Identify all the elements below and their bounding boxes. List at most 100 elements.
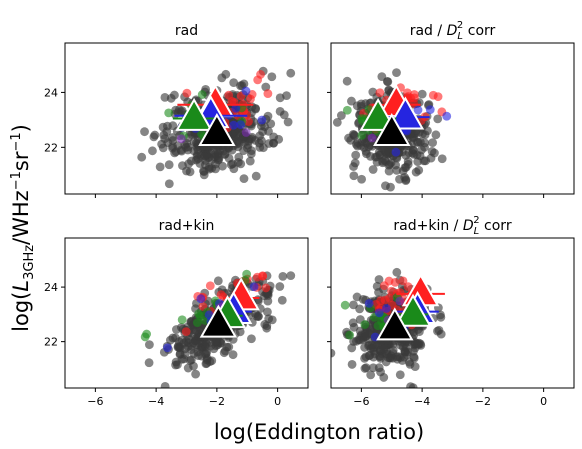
summary-triangle-black xyxy=(373,112,411,146)
scatter-point xyxy=(269,132,279,142)
scatter-point xyxy=(413,105,423,115)
scatter-point xyxy=(172,325,181,334)
scatter-point xyxy=(245,156,255,166)
scatter-point xyxy=(374,308,384,318)
scatter-point xyxy=(382,76,392,86)
scatter-point xyxy=(158,122,168,132)
scatter-point xyxy=(346,135,356,145)
scatter-point xyxy=(196,294,206,304)
scatter-point xyxy=(368,87,378,97)
scatter-point xyxy=(395,296,405,306)
scatter-point xyxy=(394,352,403,362)
scatter-point xyxy=(392,267,402,277)
scatter-point xyxy=(172,360,182,370)
scatter-point xyxy=(165,335,175,345)
scatter-point xyxy=(194,309,204,319)
scatter-point xyxy=(251,171,261,181)
scatter-point xyxy=(366,151,375,161)
x-tick-label: 0 xyxy=(274,395,281,408)
scatter-point xyxy=(375,88,385,98)
scatter-point xyxy=(241,128,251,137)
axes-frame xyxy=(330,42,575,195)
scatter-point xyxy=(179,338,189,348)
scatter-point xyxy=(355,304,365,314)
scatter-point xyxy=(433,114,443,124)
scatter-point xyxy=(229,78,239,88)
scatter-point xyxy=(247,102,257,112)
scatter-point xyxy=(414,165,424,175)
scatter-point xyxy=(224,90,234,100)
scatter-point xyxy=(345,330,355,340)
panel-title: rad xyxy=(175,23,198,39)
scatter-point xyxy=(436,329,446,339)
scatter-point xyxy=(282,91,291,101)
scatter-point xyxy=(196,324,206,334)
x-tick-label: −2 xyxy=(209,395,225,408)
scatter-point xyxy=(360,364,370,373)
scatter-point xyxy=(140,127,149,137)
summary-triangle-black xyxy=(376,307,414,341)
scatter-point xyxy=(388,345,398,355)
scatter-point xyxy=(409,149,419,159)
summary-triangle-black xyxy=(198,112,236,146)
scatter-point xyxy=(142,329,152,339)
scatter-point xyxy=(365,350,375,360)
scatter-point xyxy=(239,174,249,184)
scatter-point xyxy=(249,282,259,292)
y-tick-label: 24 xyxy=(44,86,58,99)
summary-triangle-blue xyxy=(386,96,425,130)
scatter-point xyxy=(181,327,191,337)
panel-1: rad 22 24 xyxy=(44,23,309,198)
panel-2: rad / DL2 corr xyxy=(327,20,575,198)
scatter-point xyxy=(218,161,227,171)
scatter-point xyxy=(351,150,361,160)
scatter-point xyxy=(331,348,336,358)
scatter-point xyxy=(349,162,358,171)
y-axis-label: log(L3GHz/WHz−1sr−1) xyxy=(9,124,37,332)
scatter-point xyxy=(261,283,271,293)
scatter-point xyxy=(428,138,438,148)
scatter-point xyxy=(360,320,370,329)
scatter-point xyxy=(374,363,384,373)
plot-area xyxy=(137,66,296,189)
scatter-point xyxy=(163,343,172,353)
scatter-point xyxy=(347,360,357,369)
scatter-point xyxy=(242,269,252,279)
x-tick-label: 0 xyxy=(540,395,547,408)
scatter-point xyxy=(204,164,214,174)
scatter-point xyxy=(384,166,394,176)
scatter-point xyxy=(202,358,212,368)
scatter-point xyxy=(367,133,377,143)
scatter-point xyxy=(336,111,346,120)
scatter-point xyxy=(137,152,147,162)
scatter-point xyxy=(173,141,183,151)
scatter-point xyxy=(409,90,419,99)
scatter-point xyxy=(229,120,239,130)
scatter-point xyxy=(239,79,249,89)
scatter-point xyxy=(258,271,268,281)
scatter-point xyxy=(164,179,174,189)
scatter-point xyxy=(149,132,159,142)
x-axis-label: log(Eddington ratio) xyxy=(214,420,424,444)
scatter-point xyxy=(428,90,438,100)
scatter-point xyxy=(381,157,391,166)
scatter-point xyxy=(401,162,411,172)
scatter-point xyxy=(286,68,296,78)
scatter-point xyxy=(417,89,427,99)
scatter-point xyxy=(213,276,223,286)
panel-3: rad+kin −6 −4 −2 0 22 24 xyxy=(44,218,309,408)
scatter-point xyxy=(160,381,170,388)
scatter-point xyxy=(182,88,192,98)
scatter-point xyxy=(176,134,186,144)
scatter-point xyxy=(286,271,296,281)
scatter-point xyxy=(262,323,272,333)
scatter-point xyxy=(392,68,401,77)
scatter-point xyxy=(360,343,370,352)
scatter-point xyxy=(349,171,359,181)
scatter-point xyxy=(148,146,157,156)
scatter-point xyxy=(255,143,265,152)
summary-triangle-green xyxy=(394,293,432,327)
scatter-point xyxy=(375,352,385,362)
x-tick-label: −6 xyxy=(87,395,103,408)
